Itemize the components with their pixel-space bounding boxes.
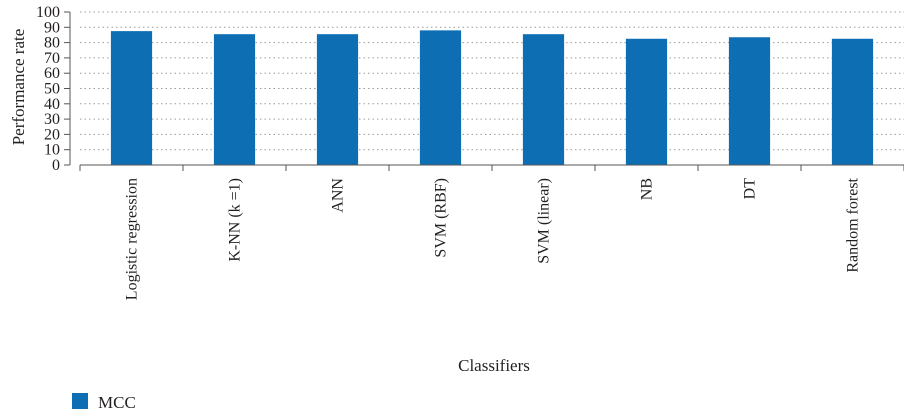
legend: MCC	[72, 393, 136, 412]
y-tick-label: 100	[36, 4, 60, 21]
legend-swatch-mcc	[72, 393, 88, 409]
bar	[831, 38, 874, 165]
x-tick-label: NB	[639, 178, 656, 200]
bar	[110, 31, 153, 165]
y-tick-label: 80	[44, 35, 60, 52]
y-tick-label: 60	[44, 65, 60, 82]
x-axis-title: Classifiers	[458, 356, 530, 375]
axes	[69, 12, 904, 171]
bar	[728, 37, 771, 166]
y-tick-label: 10	[44, 142, 60, 159]
bar	[522, 34, 565, 166]
x-tick-label: SVM (RBF)	[433, 178, 450, 258]
y-tick-label: 40	[44, 96, 60, 113]
x-tick-label: K-NN (k =1)	[227, 178, 244, 262]
y-tick-label: 50	[44, 81, 60, 98]
bar	[213, 34, 256, 166]
y-tick-label: 30	[44, 111, 60, 128]
bar	[316, 34, 359, 166]
x-tick-label: Random forest	[845, 177, 862, 272]
y-tick-label: 20	[44, 126, 60, 143]
y-tick-label: 0	[52, 157, 60, 174]
x-tick-label: Logistic regression	[124, 178, 141, 300]
x-tick-label: SVM (linear)	[536, 178, 553, 264]
x-tick-labels: Logistic regression K-NN (k =1) ANN SVM (RB…	[124, 177, 862, 300]
bar-series	[110, 30, 874, 166]
y-axis-title: Performance rate	[9, 29, 28, 146]
y-tick-label: 70	[44, 50, 60, 67]
bar	[419, 30, 462, 165]
grid-lines	[80, 11, 904, 151]
bar	[625, 38, 668, 165]
x-tick-label: ANN	[330, 178, 347, 213]
legend-label-mcc: MCC	[98, 393, 136, 412]
y-tick-label: 90	[44, 19, 60, 36]
x-tick-label: DT	[742, 178, 759, 200]
